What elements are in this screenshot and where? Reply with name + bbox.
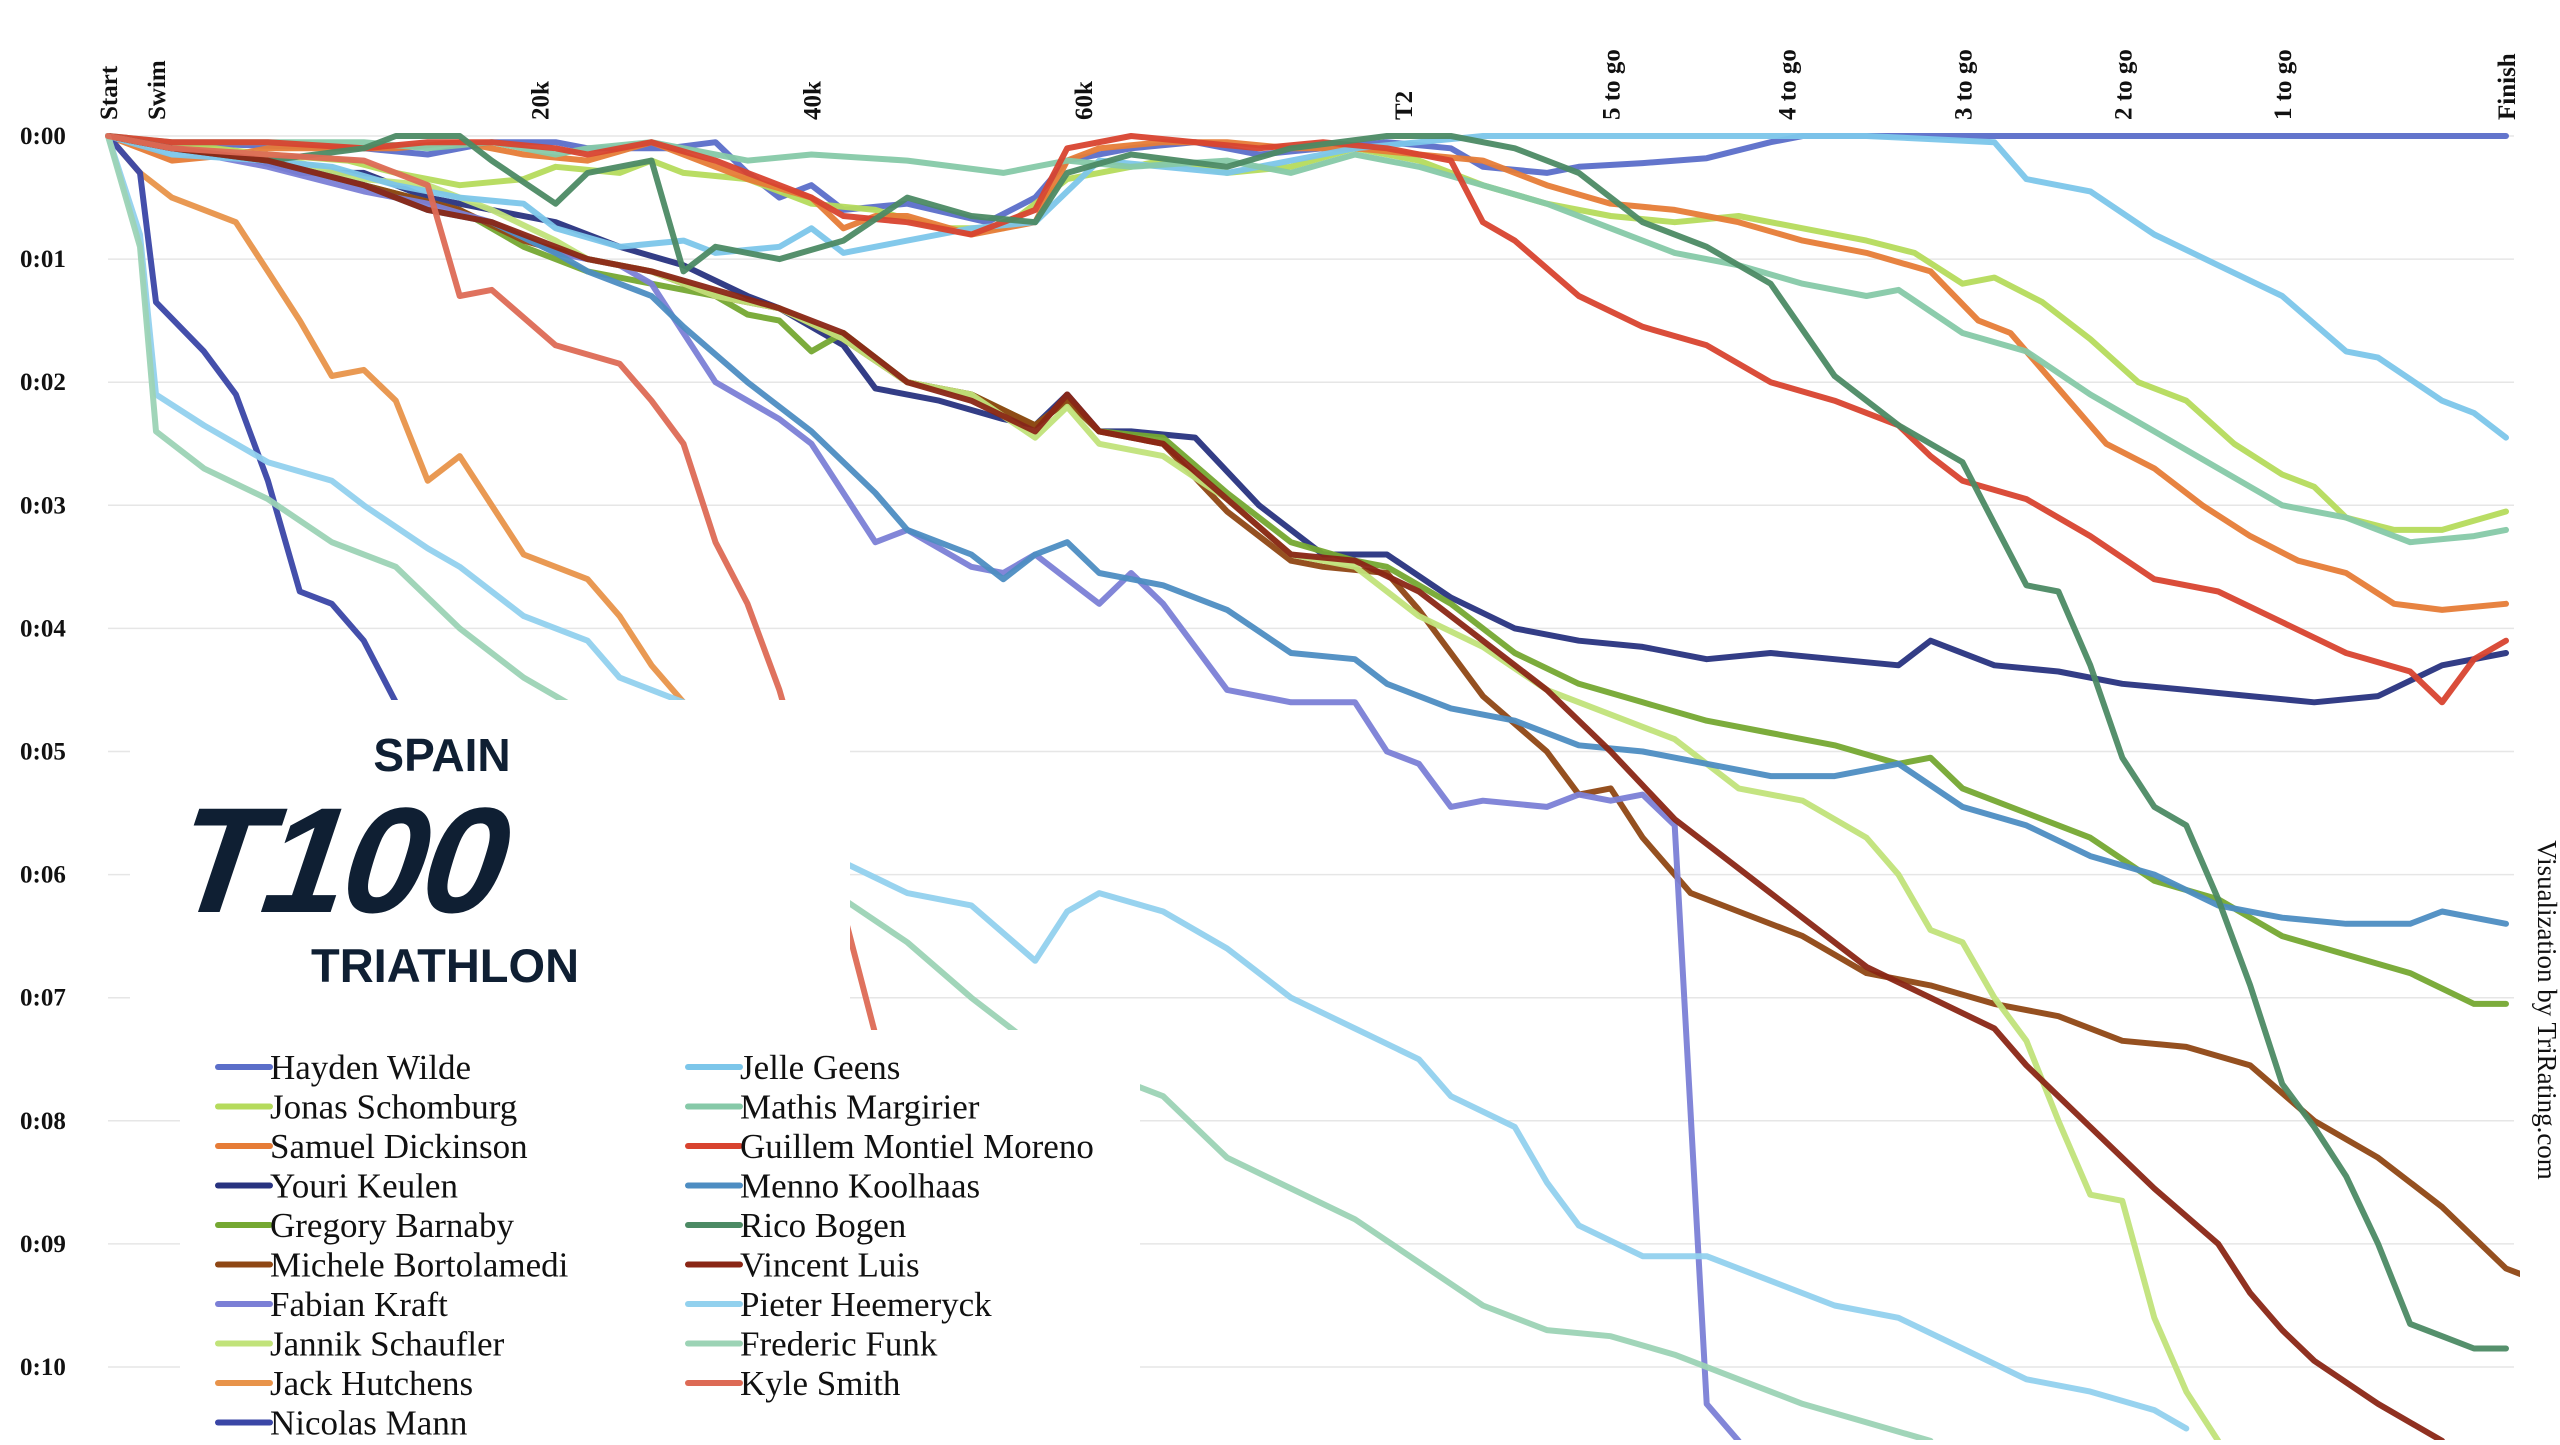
x-tick-label: 2 to go <box>2110 49 2137 120</box>
y-tick-label: 0:03 <box>20 492 66 519</box>
series-line-mathis-margirier <box>105 133 2509 546</box>
logo-main-text: T100 <box>166 777 519 944</box>
y-tick-label: 0:04 <box>20 615 66 642</box>
legend-label: Jannik Schaufler <box>270 1325 505 1364</box>
legend-item: Nicolas Mann <box>215 1404 467 1443</box>
series-line-gregory-barnaby <box>105 133 2509 1007</box>
legend-item: Jonas Schomburg <box>215 1088 517 1127</box>
legend-label: Guillem Montiel Moreno <box>740 1127 1094 1166</box>
legend-label: Youri Keulen <box>270 1167 458 1206</box>
legend-label: Michele Bortolamedi <box>270 1246 569 1285</box>
legend-backdrop <box>180 1030 1140 1440</box>
x-tick-label: 3 to go <box>1950 49 1977 120</box>
y-tick-label: 0:01 <box>20 246 66 273</box>
legend-item: Fabian Kraft <box>215 1285 448 1324</box>
logo-top-text: SPAIN <box>373 729 510 781</box>
legend-item: Vincent Luis <box>685 1246 920 1285</box>
legend-item: Kyle Smith <box>685 1364 901 1403</box>
legend-label: Fabian Kraft <box>270 1285 448 1324</box>
series-line-kyle-smith <box>105 133 975 1440</box>
legend-item: Pieter Heemeryck <box>685 1285 992 1324</box>
legend-backdrop <box>130 700 850 1035</box>
legend-item: Guillem Montiel Moreno <box>685 1127 1094 1166</box>
x-tick-label: 4 to go <box>1775 49 1802 120</box>
y-tick-label: 0:05 <box>20 739 66 766</box>
legend-item: Frederic Funk <box>685 1325 938 1364</box>
x-tick-label: 60k <box>1071 81 1098 120</box>
x-tick-label: Start <box>96 65 123 120</box>
legend-label: Mathis Margirier <box>740 1088 980 1127</box>
series-line-vincent-luis <box>105 133 2445 1440</box>
legend-label: Samuel Dickinson <box>270 1127 528 1166</box>
legend-item: Jelle Geens <box>685 1048 900 1087</box>
legend-item: Samuel Dickinson <box>215 1127 528 1166</box>
legend-label: Frederic Funk <box>740 1325 938 1364</box>
legend-item: Mathis Margirier <box>685 1088 980 1127</box>
x-tick-label: Finish <box>2494 53 2521 120</box>
legend-label: Nicolas Mann <box>270 1404 467 1441</box>
y-tick-label: 0:10 <box>20 1354 66 1381</box>
series-line-menno-koolhaas <box>105 133 2509 927</box>
x-tick-label: 1 to go <box>2270 49 2297 120</box>
series-lines <box>105 133 2520 1440</box>
series-line-pieter-heemeryck <box>105 133 2190 1432</box>
x-tick-label: 5 to go <box>1599 49 1626 120</box>
y-tick-label: 0:06 <box>20 862 66 889</box>
legend-item: Jannik Schaufler <box>215 1325 505 1364</box>
series-line-jonas-schomburg <box>105 133 2509 533</box>
series-line-youri-keulen <box>105 133 2509 706</box>
watermark-text: Visualization by TriRating.com <box>2532 840 2560 1180</box>
series-line-jelle-geens <box>105 133 2509 441</box>
y-tick-label: 0:09 <box>20 1231 66 1258</box>
x-tick-label: T2 <box>1391 91 1418 120</box>
legend-label: Jelle Geens <box>740 1048 900 1087</box>
legend-item: Youri Keulen <box>215 1167 458 1206</box>
legend-label: Jack Hutchens <box>270 1364 473 1403</box>
legend-item: Hayden Wilde <box>215 1048 471 1087</box>
legend-item: Rico Bogen <box>685 1206 906 1245</box>
legend-label: Vincent Luis <box>740 1246 920 1285</box>
x-axis-ticks: Start Swim 20k 40k 60k T2 5 to go 4 to go 3 to g… <box>96 49 2521 120</box>
legend-label: Kyle Smith <box>740 1364 901 1403</box>
legend-label: Jonas Schomburg <box>270 1088 517 1127</box>
series-line-frederic-funk <box>105 133 1934 1440</box>
y-tick-label: 0:08 <box>20 1108 66 1135</box>
series-line-jack-hutchens <box>105 133 719 730</box>
legend-label: Hayden Wilde <box>270 1048 471 1087</box>
legend-item: Gregory Barnaby <box>215 1206 514 1245</box>
legend-label: Gregory Barnaby <box>270 1206 514 1245</box>
series-line-nicolas-mann <box>105 133 399 706</box>
series-line-rico-bogen <box>105 133 2509 1352</box>
x-tick-label: 20k <box>528 81 555 120</box>
logo-bottom-text: TRIATHLON <box>311 939 579 992</box>
legend-label: Pieter Heemeryck <box>740 1285 992 1324</box>
x-tick-label: Swim <box>144 60 171 120</box>
x-tick-label: 40k <box>799 81 826 120</box>
t100-logo: SPAIN T100 TRIATHLON <box>166 729 579 992</box>
legend-item: Jack Hutchens <box>215 1364 473 1403</box>
y-axis-ticks: 0:00 0:01 0:02 0:03 0:04 0:05 0:06 0:07 0:08 0:09… <box>20 123 66 1381</box>
legend-label: Rico Bogen <box>740 1206 906 1245</box>
y-tick-label: 0:02 <box>20 369 66 396</box>
legend-label: Menno Koolhaas <box>740 1167 980 1206</box>
y-tick-label: 0:07 <box>20 985 66 1012</box>
legend-item: Menno Koolhaas <box>685 1167 980 1206</box>
legend-item: Michele Bortolamedi <box>215 1246 569 1285</box>
series-line-guillem-montiel-moreno <box>105 133 2509 706</box>
y-tick-label: 0:00 <box>20 123 66 150</box>
